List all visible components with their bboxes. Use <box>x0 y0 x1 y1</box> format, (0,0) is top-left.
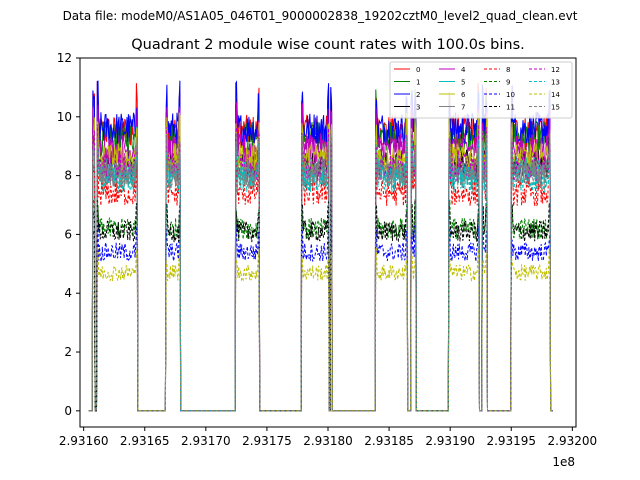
legend-label: 3 <box>416 104 420 112</box>
x-tick-label: 2.93175 <box>242 434 292 448</box>
series-line-10 <box>88 224 553 412</box>
plot-area: 2.93160 2.93165 2.93170 2.93175 2.93180 2.931… <box>57 51 597 469</box>
series-line-8 <box>88 155 553 412</box>
legend-label: 0 <box>416 66 420 74</box>
legend-label: 6 <box>461 91 466 99</box>
x-tick-label: 2.93200 <box>548 434 598 448</box>
legend-label: 5 <box>461 79 465 87</box>
legend-label: 12 <box>551 66 560 74</box>
series-line-14 <box>88 247 553 412</box>
legend-label: 9 <box>506 79 510 87</box>
x-tick-label: 2.93190 <box>425 434 475 448</box>
y-tick-label: 10 <box>57 110 72 124</box>
legend-box <box>389 61 573 119</box>
legend-label: 8 <box>506 66 510 74</box>
legend-label: 7 <box>461 104 465 112</box>
legend-label: 15 <box>551 104 560 112</box>
legend-label: 2 <box>416 91 420 99</box>
legend-label: 14 <box>551 91 560 99</box>
x-tick-label: 2.93185 <box>364 434 414 448</box>
series-lines <box>88 80 553 412</box>
chart-title: Quadrant 2 module wise count rates with … <box>131 37 525 53</box>
x-tick-label: 2.93195 <box>486 434 536 448</box>
x-axis-offset-label: 1e8 <box>552 455 575 469</box>
y-tick-label: 4 <box>64 286 72 300</box>
y-tick-label: 2 <box>64 345 72 359</box>
legend-label: 11 <box>506 104 515 112</box>
x-tick-label: 2.93160 <box>59 434 109 448</box>
figure-suptitle: Data file: modeM0/AS1A05_046T01_90000028… <box>63 9 578 23</box>
legend-label: 13 <box>551 79 560 87</box>
y-tick-label: 12 <box>57 51 72 65</box>
x-axis: 2.93160 2.93165 2.93170 2.93175 2.93180 2.931… <box>59 427 597 448</box>
legend-label: 10 <box>506 91 515 99</box>
y-tick-label: 0 <box>64 404 72 418</box>
y-axis: 0 2 4 6 8 10 12 <box>57 51 80 418</box>
series-line-11 <box>88 199 553 412</box>
x-tick-label: 2.93180 <box>303 434 353 448</box>
legend-label: 4 <box>461 66 466 74</box>
series-line-15 <box>88 129 553 412</box>
x-tick-label: 2.93165 <box>120 434 170 448</box>
y-tick-label: 8 <box>64 169 72 183</box>
x-tick-label: 2.93170 <box>181 434 231 448</box>
y-tick-label: 6 <box>64 227 72 241</box>
legend-label: 1 <box>416 79 420 87</box>
